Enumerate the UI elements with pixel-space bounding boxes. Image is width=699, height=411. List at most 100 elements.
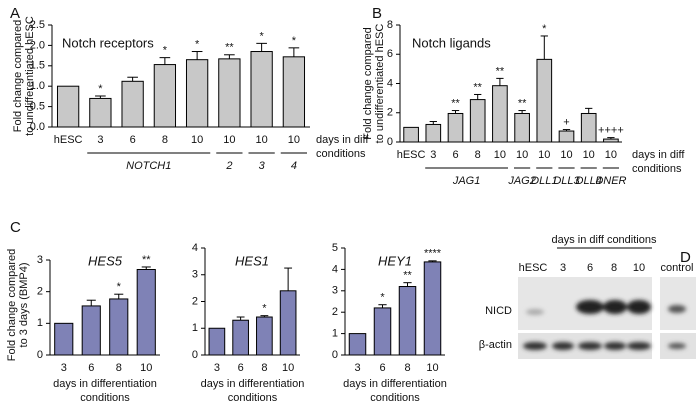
error-bar	[284, 267, 293, 291]
y-tick-label: 1	[332, 328, 338, 340]
x-tick-label: 10	[494, 149, 506, 161]
significance-label: **	[496, 65, 505, 77]
bar	[279, 290, 297, 356]
y-axis-label: to 3 days (BMP4)	[18, 263, 30, 348]
chart-title: HES1	[235, 253, 269, 268]
x-tick-label: 3	[430, 149, 436, 161]
group-label: 4	[291, 160, 297, 172]
error-bar	[141, 266, 151, 270]
group-label: JAG1	[452, 175, 481, 187]
bar	[282, 56, 306, 128]
bar	[492, 85, 508, 143]
x-tick-label: 10	[426, 362, 438, 374]
significance-label: *	[259, 30, 264, 42]
significance-label: ++++	[598, 125, 624, 137]
error-bar	[428, 260, 437, 262]
bar	[256, 316, 273, 356]
x-tick-label: 3	[61, 362, 67, 374]
x-axis-note: conditions	[316, 148, 366, 160]
y-tick-label: 1.0	[30, 80, 45, 92]
y-tick-label: 4	[387, 77, 393, 89]
y-tick-label: 0	[37, 349, 43, 361]
y-axis-label: Fold change compared	[12, 20, 24, 133]
x-tick-label: 3	[354, 362, 360, 374]
bar	[81, 305, 101, 356]
x-tick-label: 6	[379, 362, 385, 374]
panel-label: D	[680, 249, 691, 266]
x-tick-label: 8	[261, 362, 267, 374]
western-blot: D days in diff conditions hESC 3 6 8 10 …	[479, 234, 696, 359]
significance-label: *	[163, 45, 168, 57]
bar	[208, 327, 226, 356]
x-tick-label: 10	[140, 362, 152, 374]
significance-label: *	[195, 38, 200, 50]
bar	[603, 138, 619, 143]
x-tick-label: hESC	[54, 134, 83, 146]
x-tick-label: 6	[130, 134, 136, 146]
error-bar	[260, 315, 269, 318]
error-bar	[86, 299, 96, 306]
significance-label: **	[451, 97, 460, 109]
bar	[185, 59, 209, 128]
group-label: DNER	[595, 175, 626, 187]
bar	[153, 64, 177, 128]
y-tick-label: 1	[37, 317, 43, 329]
x-tick-label: 3	[97, 134, 103, 146]
group-label: 2	[225, 160, 232, 172]
significance-label: *	[117, 281, 122, 293]
x-axis-note: days in diff	[316, 134, 369, 146]
y-tick-label: 2	[37, 286, 43, 298]
x-axis-label: days in differentiation	[53, 378, 157, 390]
bar	[89, 97, 112, 128]
lane-label: control	[660, 262, 693, 274]
x-axis-note: days in diff	[632, 149, 685, 161]
bar	[348, 333, 367, 356]
y-axis-label: to undifferentiated hESC	[374, 24, 386, 144]
y-axis-label: Fold change compared	[6, 249, 18, 362]
bar	[514, 112, 530, 143]
x-axis-note: conditions	[632, 163, 682, 175]
error-bar	[159, 57, 171, 65]
lane-label: 6	[587, 262, 593, 274]
x-tick-label: 10	[583, 149, 595, 161]
lane-label: hESC	[519, 262, 548, 274]
chart-title: Notch receptors	[62, 35, 154, 50]
x-tick-label: 8	[162, 134, 168, 146]
blot-header: days in diff conditions	[552, 234, 657, 246]
panel-label: C	[10, 219, 21, 236]
y-tick-label: 0.5	[30, 101, 45, 113]
bar	[423, 261, 442, 356]
x-axis-label: conditions	[80, 392, 130, 404]
x-tick-label: 10	[516, 149, 528, 161]
y-axis-label: Fold change compared	[362, 27, 374, 140]
y-tick-label: 3	[332, 285, 338, 297]
error-bar	[127, 76, 138, 82]
bar	[232, 319, 249, 356]
y-tick-label: 6	[387, 48, 393, 60]
blot-membrane	[660, 277, 696, 330]
significance-label: **	[225, 42, 234, 54]
x-tick-label: 8	[116, 362, 122, 374]
x-tick-label: hESC	[397, 149, 426, 161]
error-bar	[288, 47, 300, 57]
y-tick-label: 4	[192, 242, 198, 254]
x-tick-label: 10	[282, 362, 294, 374]
x-tick-label: 10	[223, 134, 235, 146]
y-tick-label: 2	[332, 306, 338, 318]
error-bar	[451, 110, 460, 114]
x-axis-label: conditions	[228, 392, 278, 404]
y-tick-label: 4	[332, 263, 338, 275]
bar	[558, 130, 575, 143]
bar	[403, 126, 419, 143]
panel-label: A	[10, 5, 20, 22]
error-bar	[95, 95, 106, 99]
bar	[54, 322, 74, 356]
bands	[523, 300, 686, 350]
bar	[109, 298, 129, 356]
significance-label: ****	[424, 248, 442, 260]
y-tick-label: 2	[192, 295, 198, 307]
group-label: NOTCH1	[126, 160, 171, 172]
y-axis-label: to undifferentiated hESC	[24, 16, 36, 136]
y-tick-label: 1.5	[30, 60, 45, 72]
